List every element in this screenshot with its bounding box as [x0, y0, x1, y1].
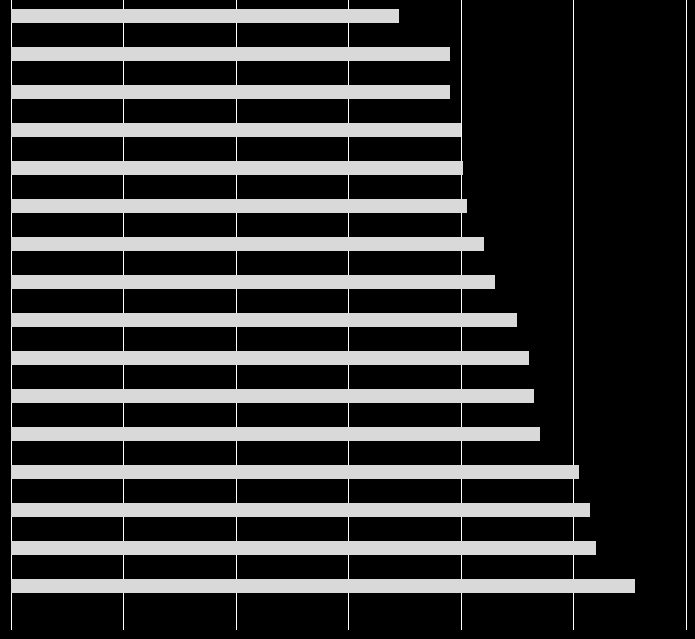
x-tick	[123, 620, 124, 630]
x-tick	[573, 620, 574, 630]
bar	[11, 237, 484, 251]
gridline	[686, 0, 687, 620]
bar	[11, 275, 495, 289]
horizontal-bar-chart	[0, 0, 695, 639]
bar	[11, 9, 399, 23]
bar	[11, 389, 534, 403]
bar	[11, 541, 596, 555]
bar	[11, 199, 467, 213]
bar	[11, 351, 529, 365]
plot-area	[11, 0, 686, 620]
bar	[11, 427, 540, 441]
bar	[11, 47, 450, 61]
bar	[11, 85, 450, 99]
bar	[11, 313, 517, 327]
x-tick	[11, 620, 12, 630]
x-tick	[236, 620, 237, 630]
bar	[11, 503, 590, 517]
gridline	[573, 0, 574, 620]
x-tick	[348, 620, 349, 630]
gridline	[461, 0, 462, 620]
bar	[11, 579, 635, 593]
bar	[11, 161, 463, 175]
bar	[11, 465, 579, 479]
bar	[11, 123, 461, 137]
x-tick	[686, 620, 687, 630]
x-tick	[461, 620, 462, 630]
